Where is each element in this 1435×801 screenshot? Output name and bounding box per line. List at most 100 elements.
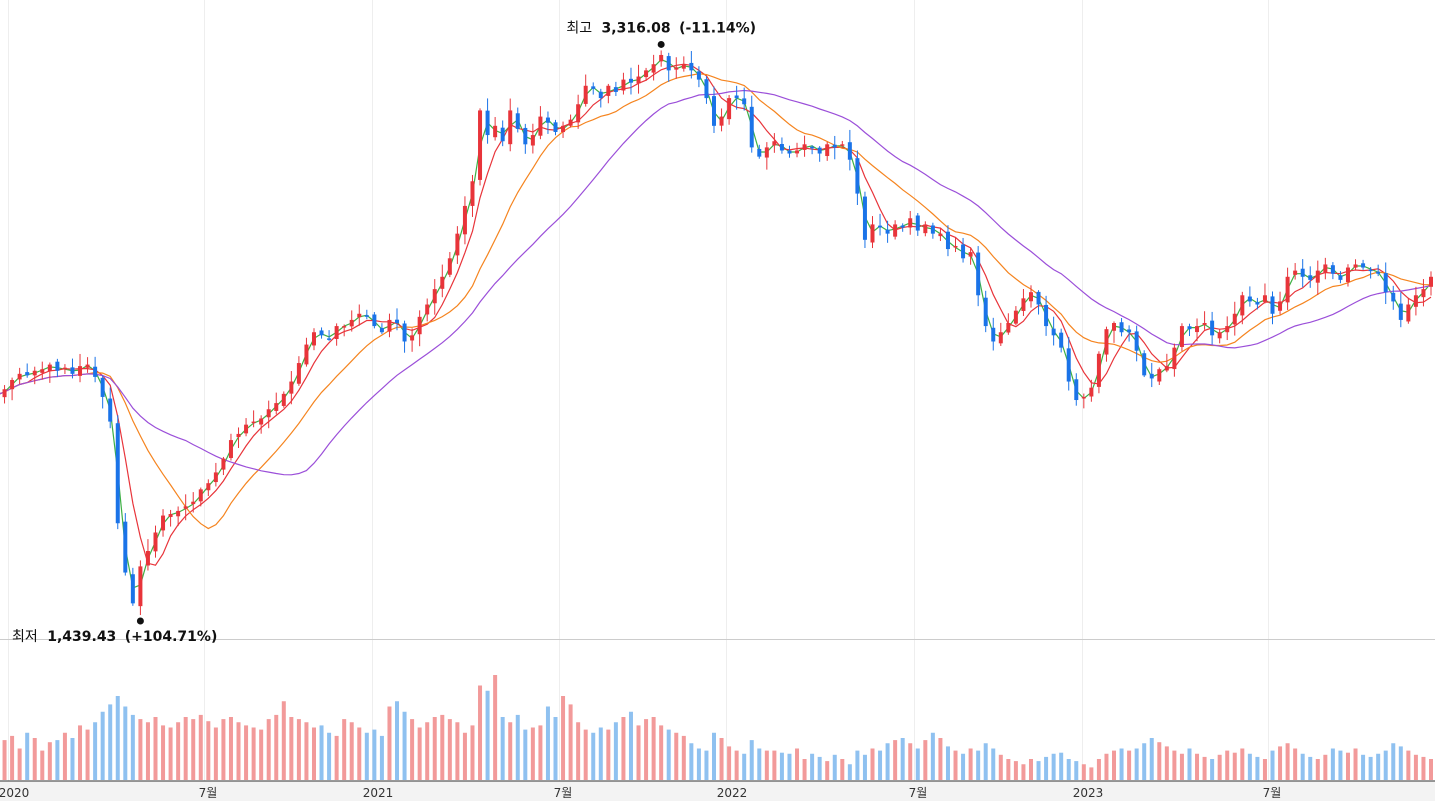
volume-bar: [961, 753, 966, 780]
candle-body: [145, 550, 150, 566]
volume-bar: [1278, 746, 1283, 780]
candle-body: [304, 344, 309, 365]
candle-body: [387, 319, 392, 332]
candle-body: [1172, 347, 1177, 370]
volume-bar: [1021, 764, 1026, 780]
volume-bar: [93, 722, 98, 780]
candle-body: [734, 95, 739, 99]
candle-body: [961, 244, 966, 259]
candle-body: [228, 440, 233, 459]
volume-bar: [311, 727, 316, 780]
high-annotation: 최고 3,316.08 (-11.14%): [566, 20, 756, 48]
volume-bar: [1353, 748, 1358, 780]
volume-bar: [108, 704, 113, 780]
volume-bar: [123, 706, 128, 780]
volume-bar: [1096, 759, 1101, 780]
candle-body: [576, 104, 581, 123]
volume-bar: [644, 719, 649, 780]
moving-average-lines: [0, 58, 1432, 589]
volume-bar: [568, 704, 573, 780]
candle-body: [1368, 269, 1373, 272]
candle-body: [870, 224, 875, 243]
volume-bar: [878, 750, 883, 780]
candle-body: [1006, 323, 1011, 333]
candle-body: [1202, 323, 1207, 325]
volume-bar: [1345, 752, 1350, 780]
candle-body: [1104, 329, 1109, 355]
volume-bar: [1247, 753, 1252, 780]
candle-body: [1345, 267, 1350, 283]
volume-bar: [1127, 750, 1132, 780]
volume-bar: [538, 725, 543, 780]
volume-bar: [206, 721, 211, 780]
x-tick-label: 2020: [0, 786, 29, 800]
volume-bar: [319, 725, 324, 780]
candle-body: [1127, 329, 1132, 333]
volume-bar: [387, 706, 392, 780]
low-value: 1,439.43: [47, 629, 116, 645]
candle-body: [1089, 387, 1094, 397]
candle-body: [1413, 295, 1418, 307]
candle-body: [953, 245, 958, 248]
candle-body: [757, 148, 762, 157]
volume-bars: [2, 675, 1433, 780]
candle-body: [1149, 373, 1154, 379]
candle-body: [342, 326, 347, 328]
candle-body: [1398, 303, 1403, 320]
candle-body: [462, 205, 467, 235]
volume-bar: [1051, 753, 1056, 780]
volume-bar: [25, 732, 30, 780]
candle-body: [100, 377, 105, 397]
volume-bar: [493, 675, 498, 780]
candle-body: [274, 403, 279, 411]
volume-bar: [183, 717, 188, 780]
volume-bar: [379, 735, 384, 780]
candle-body: [1270, 296, 1275, 314]
volume-bar: [130, 714, 135, 780]
candle-body: [206, 483, 211, 491]
volume-bar: [191, 719, 196, 780]
volume-bar: [440, 714, 445, 780]
candle-body: [402, 323, 407, 342]
volume-bar: [1210, 759, 1215, 780]
volume-bar: [100, 711, 105, 780]
candle-body: [1217, 332, 1222, 339]
volume-bar: [1044, 756, 1049, 780]
candle-body: [915, 215, 920, 231]
volume-bar: [289, 717, 294, 780]
volume-bar: [349, 722, 354, 780]
candle-body: [1225, 326, 1230, 333]
volume-bar: [945, 746, 950, 780]
volume-bar: [674, 732, 679, 780]
volume-bar: [742, 753, 747, 780]
candle-body: [938, 233, 943, 237]
volume-bar: [870, 748, 875, 780]
candle-body: [1096, 353, 1101, 387]
volume-bar: [908, 743, 913, 780]
volume-bar: [621, 717, 626, 780]
candle-body: [470, 181, 475, 206]
volume-bar: [1368, 756, 1373, 780]
candle-body: [1300, 268, 1305, 277]
volume-bar: [900, 738, 905, 780]
volume-bar: [327, 732, 332, 780]
candle-body: [221, 458, 226, 470]
volume-bar: [1225, 750, 1230, 780]
candle-body: [681, 64, 686, 69]
volume-bar: [78, 725, 83, 780]
volume-bar: [304, 722, 309, 780]
candle-body: [1134, 331, 1139, 351]
candle-body: [357, 313, 362, 318]
volume-bar: [523, 729, 528, 780]
candle-body: [1112, 323, 1117, 331]
volume-bar: [228, 717, 233, 780]
candle-body: [764, 147, 769, 158]
candle-body: [168, 514, 173, 518]
volume-bar: [893, 740, 898, 780]
volume-bar: [236, 722, 241, 780]
candle-body: [327, 338, 332, 340]
volume-bar: [1330, 748, 1335, 780]
candle-body: [1179, 326, 1184, 347]
volume-bar: [1323, 754, 1328, 780]
